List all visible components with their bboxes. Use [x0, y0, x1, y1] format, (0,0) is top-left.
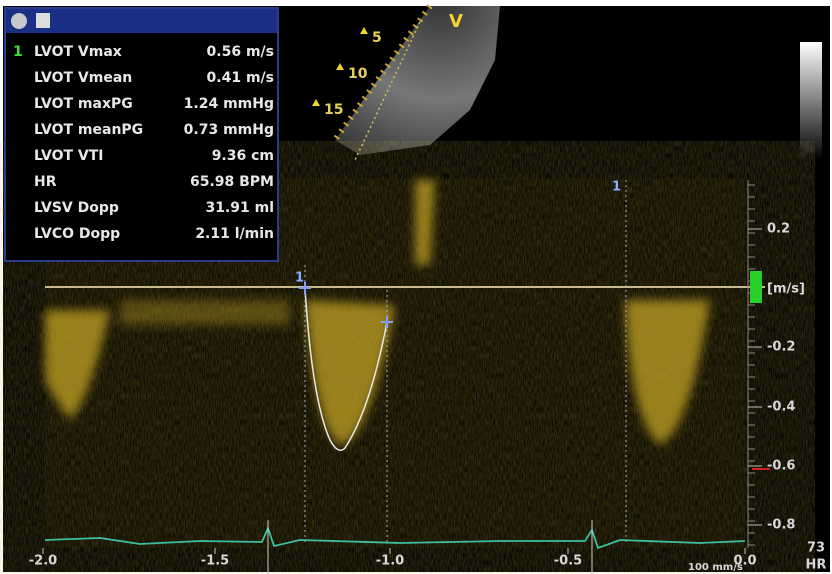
depth-label: 10 — [348, 66, 368, 82]
velocity-tick-label: 0.2 — [767, 222, 790, 237]
measurement-label: LVOT Vmax — [34, 44, 122, 60]
measurement-value: 0.56 m/s — [207, 44, 274, 60]
time-tick-label: -1.0 — [376, 554, 404, 569]
measurement-value: 2.11 l/min — [195, 226, 274, 242]
time-tick-label: -1.5 — [201, 554, 229, 569]
baseline-handle — [750, 271, 762, 303]
report-icon[interactable] — [36, 13, 50, 28]
measurement-label: LVSV Dopp — [34, 200, 119, 216]
time-tick-label: -2.0 — [29, 554, 57, 569]
ultrasound-screen: V 5 10 15 1 1 [m/s] 0.2 -0.2 -0.4 -0.6 -0.8 -2… — [0, 0, 832, 574]
measurement-value: 1.24 mmHg — [184, 96, 274, 112]
direction-label: V — [449, 11, 463, 32]
measurement-label: LVOT maxPG — [34, 96, 133, 112]
cursor-label: 1 — [612, 180, 621, 195]
close-icon[interactable] — [11, 13, 27, 29]
heart-rate-label: HR — [806, 558, 827, 573]
depth-label: 5 — [372, 30, 382, 46]
time-tick-label: -0.5 — [554, 554, 582, 569]
measurement-value: 9.36 cm — [212, 148, 274, 164]
cursor-label: 1 — [295, 271, 304, 286]
measurement-value: 0.73 mmHg — [184, 122, 274, 138]
gray-bar — [800, 42, 822, 160]
measurement-label: LVOT Vmean — [34, 70, 132, 86]
measurement-label: LVCO Dopp — [34, 226, 120, 242]
depth-label: 15 — [324, 102, 343, 118]
heart-rate: 73 — [807, 541, 825, 556]
measurement-value: 0.41 m/s — [207, 70, 274, 86]
velocity-tick-label: -0.2 — [767, 340, 795, 355]
unit-label: [m/s] — [767, 282, 805, 297]
measurement-label: LVOT meanPG — [34, 122, 143, 138]
measurement-value: 65.98 BPM — [190, 174, 274, 190]
measurement-value: 31.91 ml — [205, 200, 274, 216]
velocity-tick-label: -0.6 — [767, 459, 795, 474]
sweep-speed: 100 mm/s — [688, 562, 743, 573]
velocity-tick-label: -0.4 — [767, 400, 795, 415]
row-index: 1 — [13, 44, 23, 60]
measurement-label: HR — [34, 174, 57, 190]
velocity-tick-label: -0.8 — [767, 518, 795, 533]
measurement-label: LVOT VTI — [34, 148, 104, 164]
